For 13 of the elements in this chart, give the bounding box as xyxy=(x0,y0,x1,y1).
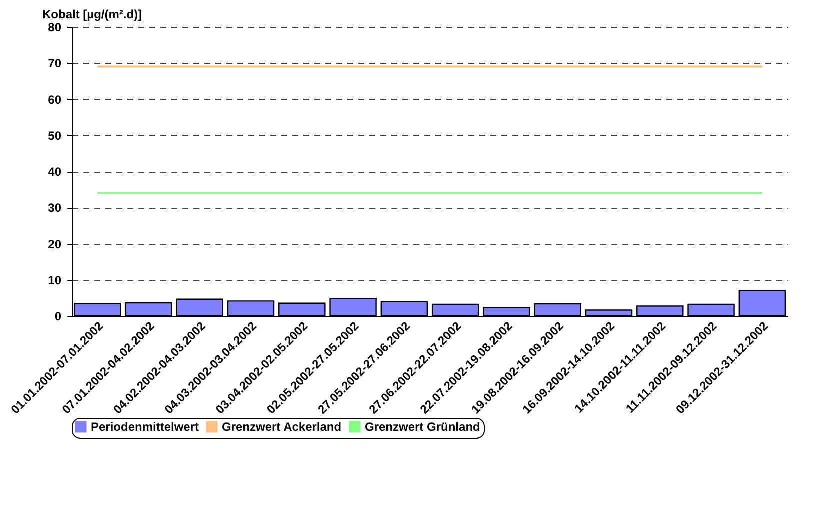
y-tick-label: 40 xyxy=(48,165,62,179)
y-tick-label: 60 xyxy=(48,92,62,107)
y-tick-label: 20 xyxy=(48,237,62,252)
y-tick-label: 10 xyxy=(48,273,62,288)
y-tick-label: 50 xyxy=(48,128,62,143)
legend-label: Grenzwert Grünland xyxy=(365,420,480,434)
y-tick-label: 30 xyxy=(48,201,62,216)
y-tick-label: 0 xyxy=(54,310,62,324)
legend-label: Periodenmittelwert xyxy=(91,420,200,434)
y-tick-label: 80 xyxy=(48,20,62,34)
legend-label: Grenzwert Ackerland xyxy=(222,420,342,434)
y-tick-label: 70 xyxy=(48,56,62,71)
y-axis-title: Kobalt [µg/(m².d)] xyxy=(42,8,142,22)
